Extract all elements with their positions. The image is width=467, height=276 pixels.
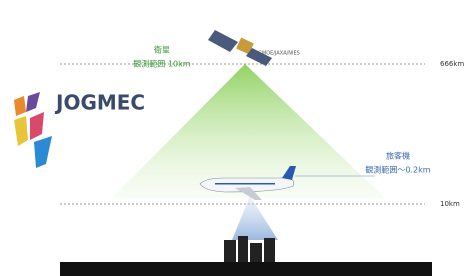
page: {"satellite": {"label": "衛星", "range": "…: [0, 0, 467, 276]
satellite-credit: GMOE/JAXA/NIES: [258, 51, 300, 57]
aircraft-altitude: 10km: [440, 200, 460, 208]
diagram: GMOE/JAXA/NIES 衛星 観測範囲 10km 666km JOGMEC…: [0, 0, 467, 276]
logo-text: JOGMEC: [54, 91, 145, 115]
logo-mark: [14, 92, 52, 168]
aircraft-cone: [232, 196, 278, 240]
satellite-label: 衛星: [154, 45, 170, 55]
satellite-range: 観測範囲 10km: [133, 59, 190, 69]
aircraft-label: 旅客機: [386, 151, 410, 161]
ground: [60, 262, 432, 276]
aircraft-range: 観測範囲〜0.2km: [365, 165, 430, 175]
satellite-altitude: 666km: [440, 60, 464, 68]
satellite: [208, 30, 272, 66]
